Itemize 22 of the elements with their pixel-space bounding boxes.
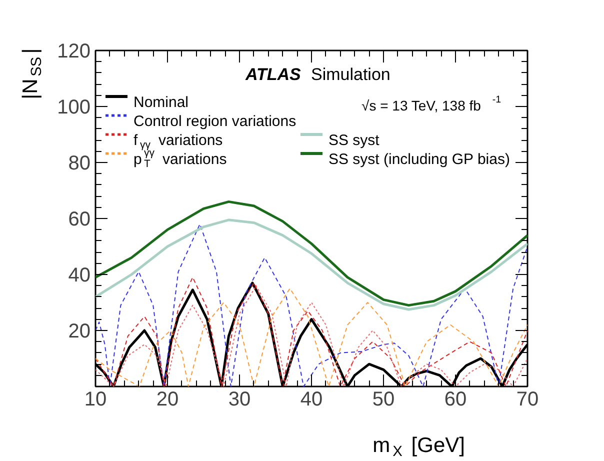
legend-label: Control region variations — [134, 113, 296, 130]
x-tick-label: 40 — [300, 388, 323, 410]
annotation: √s = 13 TeV, 138 fb-1 — [362, 94, 502, 114]
x-tick-label: 10 — [84, 388, 107, 410]
line-series — [96, 218, 528, 311]
legend-label: Nominal — [134, 94, 189, 111]
annotation: ATLAS Simulation — [244, 65, 390, 84]
y-axis-title: |NSS| — [19, 48, 45, 100]
y-tick-label: 120 — [57, 40, 91, 62]
line-series — [96, 200, 528, 307]
y-tick-label: 60 — [68, 208, 91, 230]
x-tick-label: 70 — [516, 388, 539, 410]
x-tick-label: 60 — [444, 388, 467, 410]
y-tick-label: 100 — [57, 96, 91, 118]
x-tick-label: 50 — [372, 388, 395, 410]
y-tick-label: 80 — [68, 152, 91, 174]
y-tick-label: 20 — [68, 320, 91, 342]
y-tick-label: 40 — [68, 264, 91, 286]
x-tick-label: 30 — [228, 388, 251, 410]
legend-label: SS syst — [328, 132, 380, 149]
x-tick-label: 20 — [156, 388, 179, 410]
legend-label: SS syst (including GP bias) — [328, 151, 510, 168]
